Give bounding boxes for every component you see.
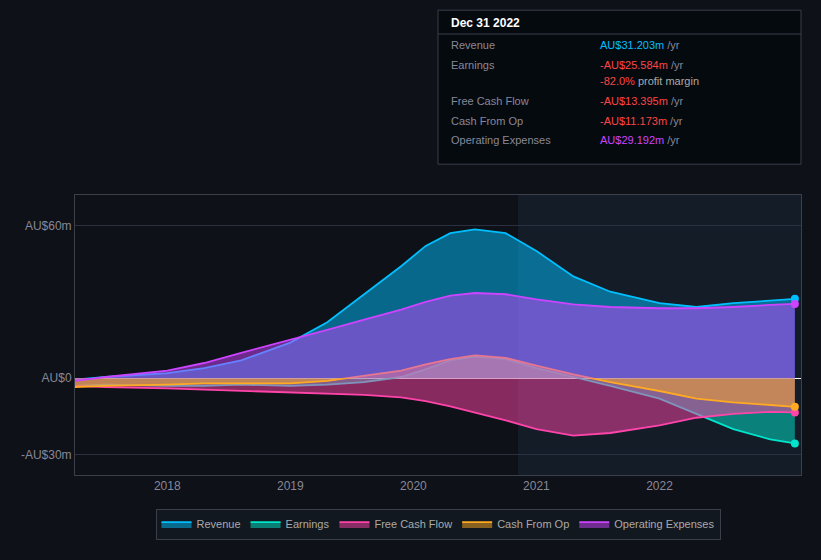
svg-text:Free Cash Flow: Free Cash Flow: [451, 95, 529, 107]
svg-text:AU$29.192m /yr: AU$29.192m /yr: [600, 134, 680, 146]
svg-text:2022: 2022: [646, 479, 673, 493]
svg-text:Cash From Op: Cash From Op: [451, 115, 523, 127]
svg-text:Cash From Op: Cash From Op: [497, 518, 569, 530]
svg-text:AU$31.203m /yr: AU$31.203m /yr: [600, 39, 680, 51]
svg-text:Free Cash Flow: Free Cash Flow: [374, 518, 452, 530]
svg-text:-AU$11.173m /yr: -AU$11.173m /yr: [600, 115, 683, 127]
svg-text:Revenue: Revenue: [451, 39, 495, 51]
svg-text:Earnings: Earnings: [451, 59, 495, 71]
svg-text:AU$60m: AU$60m: [25, 219, 72, 233]
svg-text:2020: 2020: [400, 479, 427, 493]
svg-text:2019: 2019: [277, 479, 304, 493]
svg-text:-AU$25.584m /yr: -AU$25.584m /yr: [600, 59, 683, 71]
svg-text:2018: 2018: [154, 479, 181, 493]
svg-text:2021: 2021: [523, 479, 550, 493]
svg-text:Revenue: Revenue: [197, 518, 241, 530]
svg-text:Dec 31 2022: Dec 31 2022: [451, 16, 520, 30]
svg-text:Operating Expenses: Operating Expenses: [451, 134, 551, 146]
svg-text:Earnings: Earnings: [286, 518, 330, 530]
svg-text:-AU$30m: -AU$30m: [21, 448, 72, 462]
svg-text:AU$0: AU$0: [42, 371, 72, 385]
svg-text:-AU$13.395m /yr: -AU$13.395m /yr: [600, 95, 683, 107]
svg-text:-82.0% profit margin: -82.0% profit margin: [600, 75, 699, 87]
svg-text:Operating Expenses: Operating Expenses: [614, 518, 714, 530]
